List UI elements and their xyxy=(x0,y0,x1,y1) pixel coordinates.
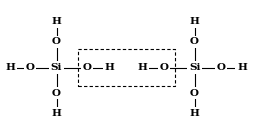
Text: O: O xyxy=(82,63,91,72)
Text: H: H xyxy=(137,63,147,72)
Text: H: H xyxy=(190,109,200,118)
Bar xyxy=(78,49,175,86)
Text: H: H xyxy=(104,63,114,72)
Text: O: O xyxy=(52,89,61,98)
Text: O: O xyxy=(190,89,199,98)
Text: O: O xyxy=(216,63,225,72)
Text: H: H xyxy=(52,109,62,118)
Text: H: H xyxy=(237,63,247,72)
Text: Si: Si xyxy=(51,63,62,72)
Text: O: O xyxy=(160,63,169,72)
Text: H: H xyxy=(190,17,200,26)
Text: H: H xyxy=(52,17,62,26)
Text: O: O xyxy=(190,37,199,46)
Text: Si: Si xyxy=(189,63,200,72)
Text: H: H xyxy=(6,63,16,72)
Text: O: O xyxy=(26,63,35,72)
Text: O: O xyxy=(52,37,61,46)
